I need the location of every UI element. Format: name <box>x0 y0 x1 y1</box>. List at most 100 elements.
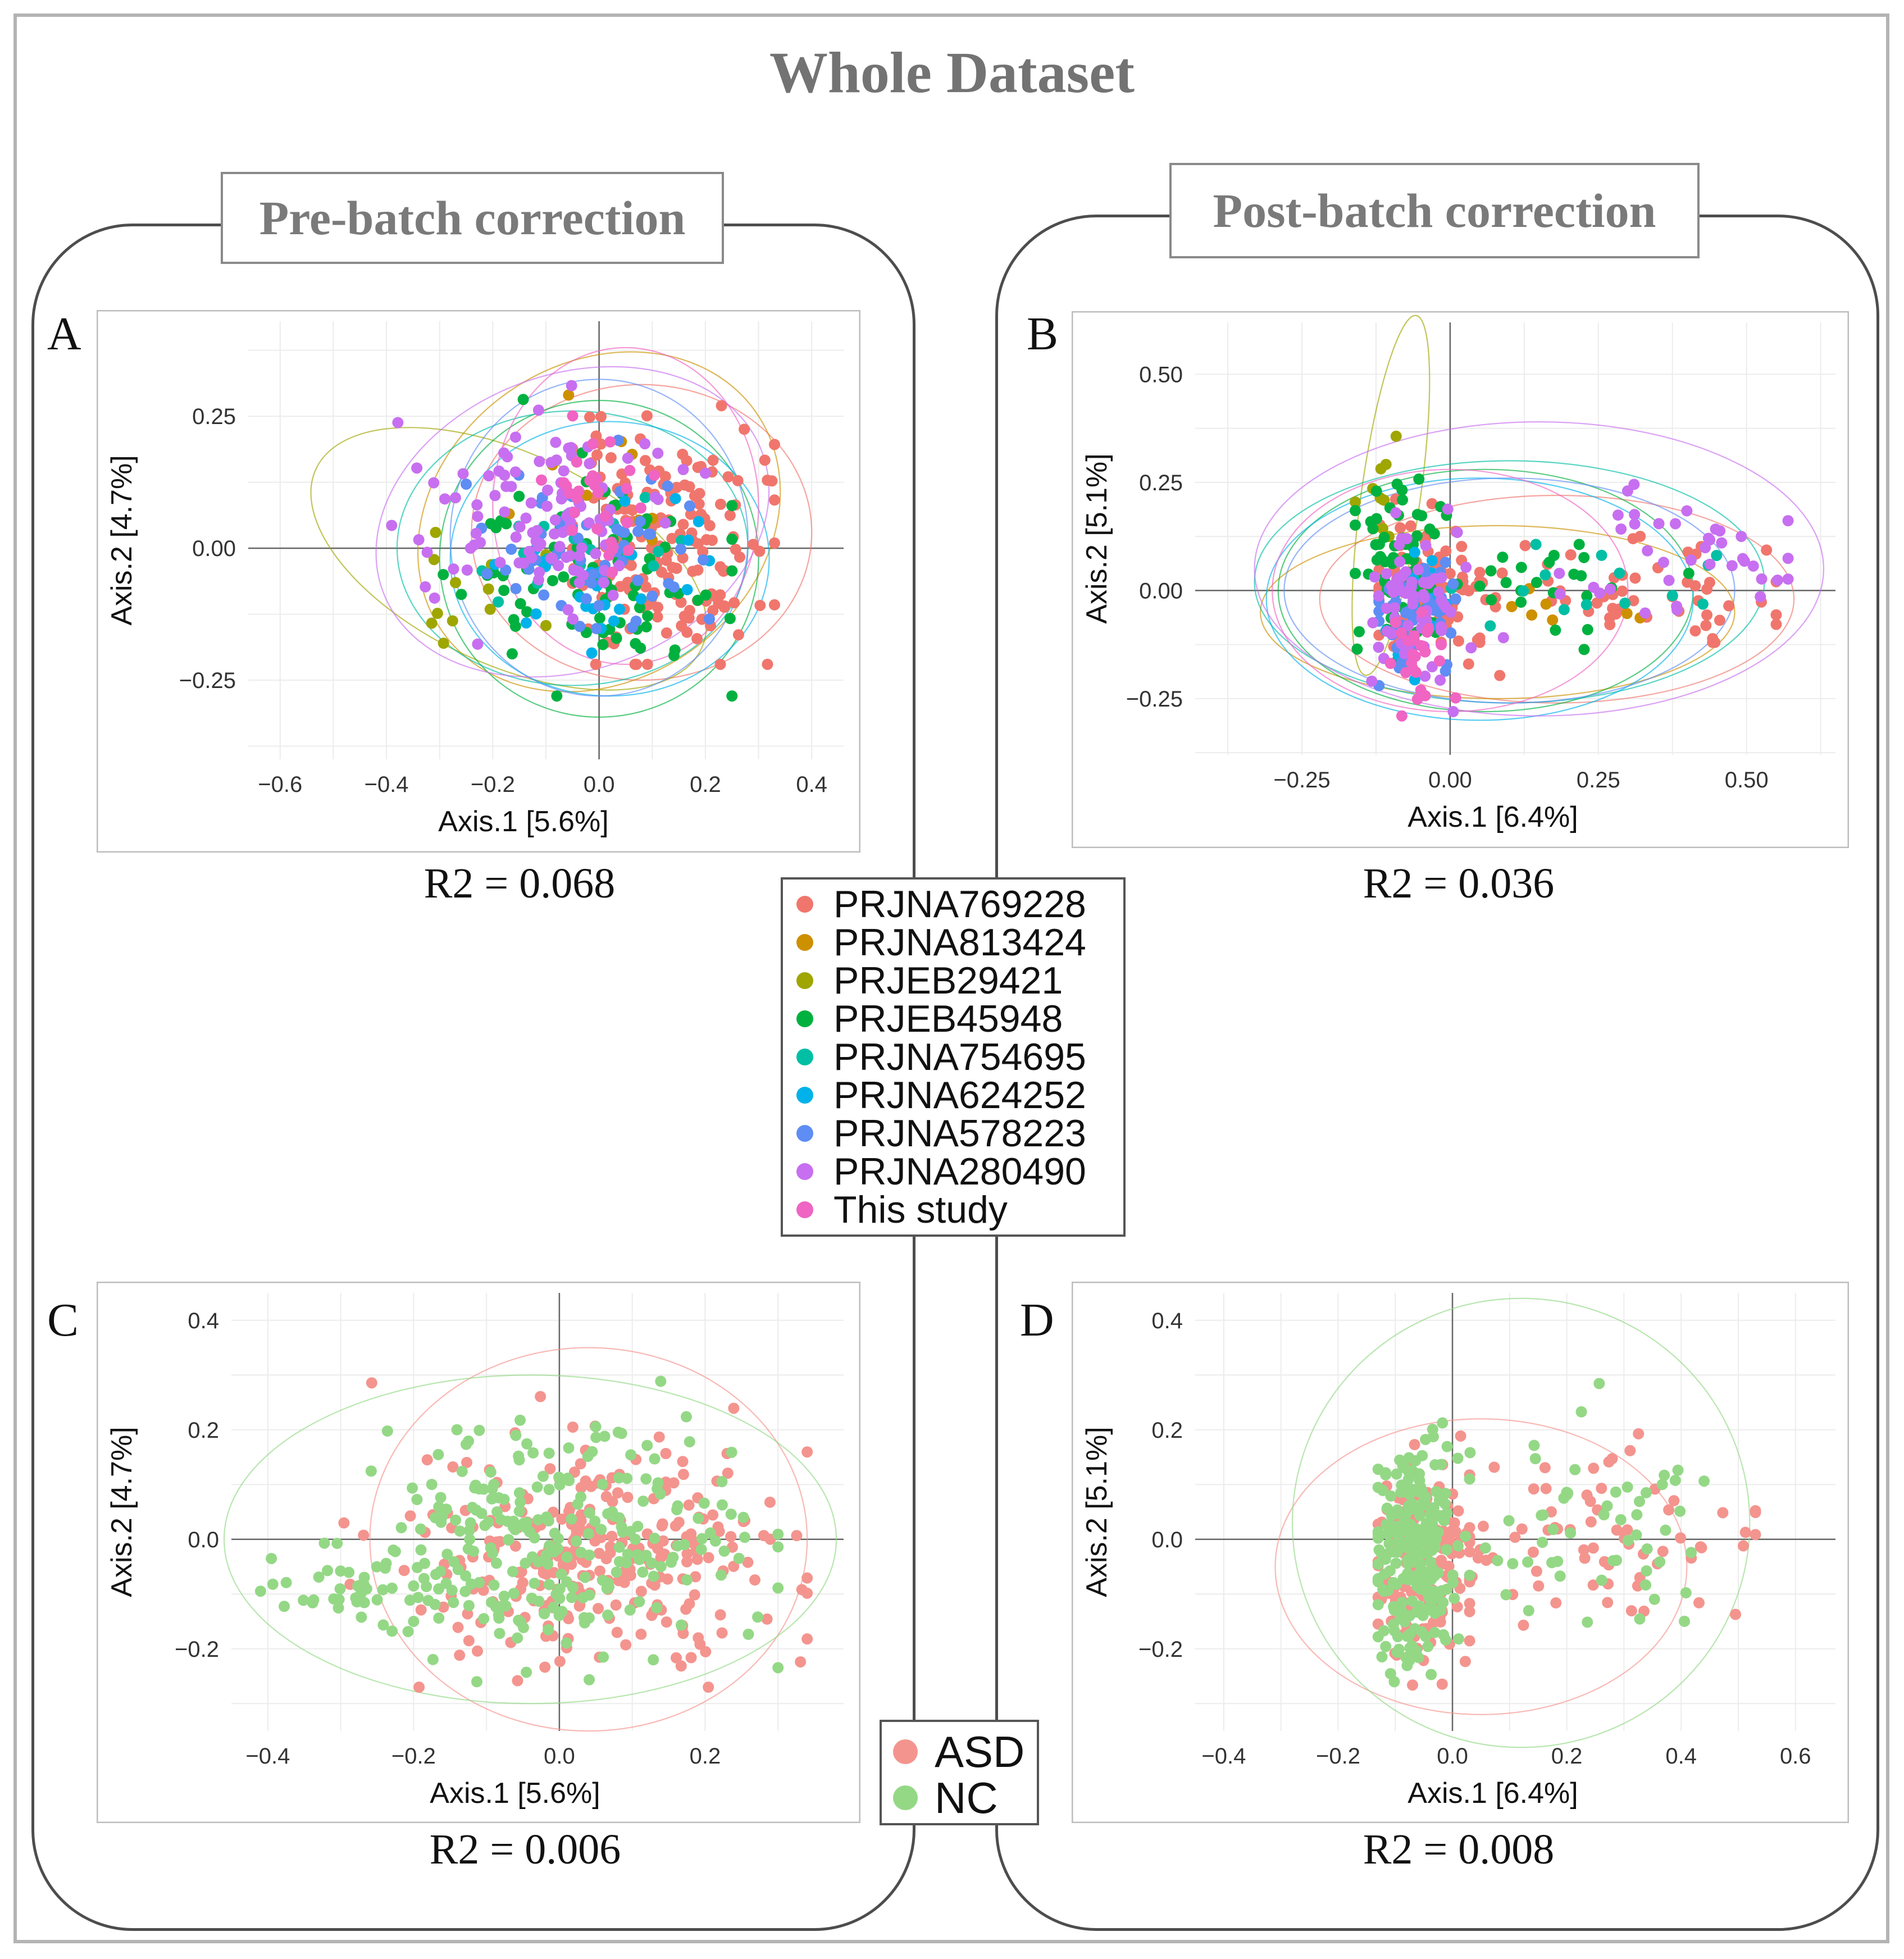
point-this-study <box>635 502 646 514</box>
batch-legend-item: PRJNA754695 <box>783 1038 1086 1076</box>
point-asd <box>653 1431 665 1443</box>
point-prjna769228 <box>718 565 730 577</box>
point-prjna280490 <box>472 638 484 650</box>
point-nc <box>1654 1556 1666 1568</box>
point-nc <box>462 1543 474 1555</box>
point-prjna280490 <box>590 548 602 559</box>
point-asd <box>1436 1555 1447 1566</box>
legend-label: This study <box>833 1188 1008 1231</box>
point-nc <box>503 1534 514 1546</box>
point-prjna578223 <box>675 543 687 555</box>
point-prjna769228 <box>718 600 730 612</box>
point-nc <box>435 1516 447 1528</box>
point-nc <box>1388 1625 1400 1637</box>
point-prjeb45948 <box>1550 625 1561 636</box>
point-nc <box>459 1586 471 1597</box>
batch-legend-item: PRJNA624252 <box>783 1076 1086 1114</box>
point-prjna280490 <box>1418 592 1430 604</box>
point-prjna769228 <box>714 658 726 670</box>
figure-frame <box>13 13 1889 1943</box>
point-asd <box>685 1652 697 1664</box>
point-nc <box>494 1628 505 1639</box>
legend-dot <box>796 972 813 989</box>
point-nc <box>1529 1453 1541 1465</box>
point-nc <box>456 1465 468 1477</box>
point-nc <box>648 1570 659 1582</box>
point-this-study <box>1450 692 1461 704</box>
point-prjna280490 <box>1497 632 1509 644</box>
point-prjna280490 <box>573 550 585 562</box>
point-prjna578223 <box>632 575 644 586</box>
point-nc <box>1648 1593 1660 1605</box>
legend-label: PRJNA280490 <box>833 1150 1086 1193</box>
x-axis-title: Axis.1 [5.6%] <box>430 1777 600 1810</box>
point-prjna578223 <box>572 532 584 544</box>
point-nc <box>500 1600 512 1612</box>
point-nc <box>1464 1473 1475 1485</box>
point-asd <box>1603 1456 1615 1468</box>
legend-dot <box>893 1785 918 1810</box>
point-nc <box>613 1556 625 1568</box>
point-prjna754695 <box>639 491 651 503</box>
point-this-study <box>1419 690 1431 701</box>
point-prjna280490 <box>1716 537 1728 549</box>
figure-title: Whole Dataset <box>769 40 1135 105</box>
point-prjna578223 <box>505 543 517 555</box>
point-prjna280490 <box>1442 503 1454 515</box>
point-prjeb29421 <box>482 583 494 595</box>
point-nc <box>1378 1568 1390 1580</box>
point-prjeb45948 <box>1581 590 1593 602</box>
legend-dot <box>796 1125 813 1142</box>
x-tick-label: −0.25 <box>1273 768 1330 792</box>
point-prjeb45948 <box>558 571 570 583</box>
point-nc <box>578 1612 590 1624</box>
point-prjna280490 <box>1657 557 1669 568</box>
point-prjna280490 <box>566 380 577 391</box>
point-prjeb45948 <box>1573 539 1585 550</box>
point-prjna769228 <box>754 599 766 611</box>
pre-correction-label: Pre-batch correction <box>221 172 724 264</box>
point-prjna813424 <box>1621 608 1633 619</box>
point-nc <box>651 1602 663 1614</box>
point-asd <box>1436 1678 1448 1690</box>
point-prjna280490 <box>494 557 506 568</box>
point-nc <box>572 1498 584 1510</box>
point-asd <box>1730 1609 1742 1620</box>
point-asd <box>622 1492 634 1504</box>
point-nc <box>1383 1538 1395 1550</box>
point-prjna280490 <box>1615 523 1627 535</box>
point-nc <box>529 1532 540 1544</box>
point-nc <box>509 1524 521 1536</box>
point-nc <box>1607 1555 1619 1566</box>
point-asd <box>690 1571 702 1583</box>
point-asd <box>463 1635 475 1647</box>
point-nc <box>726 1446 737 1458</box>
point-prjeb45948 <box>668 650 680 662</box>
point-prjna280490 <box>1390 507 1402 519</box>
point-asd <box>618 1577 630 1588</box>
point-prjna754695 <box>648 560 659 572</box>
point-prjna769228 <box>677 552 689 564</box>
point-nc <box>254 1586 266 1597</box>
point-prjna769228 <box>1444 568 1456 580</box>
point-nc <box>1427 1505 1439 1517</box>
point-prjeb45948 <box>1578 552 1590 563</box>
point-prjeb29421 <box>1377 523 1388 535</box>
point-nc <box>1429 1627 1441 1638</box>
point-this-study <box>621 517 633 529</box>
point-nc <box>737 1511 749 1523</box>
point-asd <box>659 1548 671 1560</box>
point-prjna280490 <box>1433 586 1445 598</box>
point-prjna280490 <box>1402 619 1414 631</box>
point-nc <box>395 1522 407 1534</box>
point-asd <box>1459 1656 1471 1668</box>
point-nc <box>266 1552 277 1564</box>
point-this-study <box>590 473 602 485</box>
point-prjna769228 <box>1634 530 1646 542</box>
point-prjeb45948 <box>1582 624 1593 636</box>
point-nc <box>493 1609 504 1621</box>
point-prjeb29421 <box>428 554 440 566</box>
point-nc <box>386 1625 398 1637</box>
x-tick-label: 0.6 <box>1780 1744 1811 1769</box>
point-prjna769228 <box>1701 609 1713 621</box>
